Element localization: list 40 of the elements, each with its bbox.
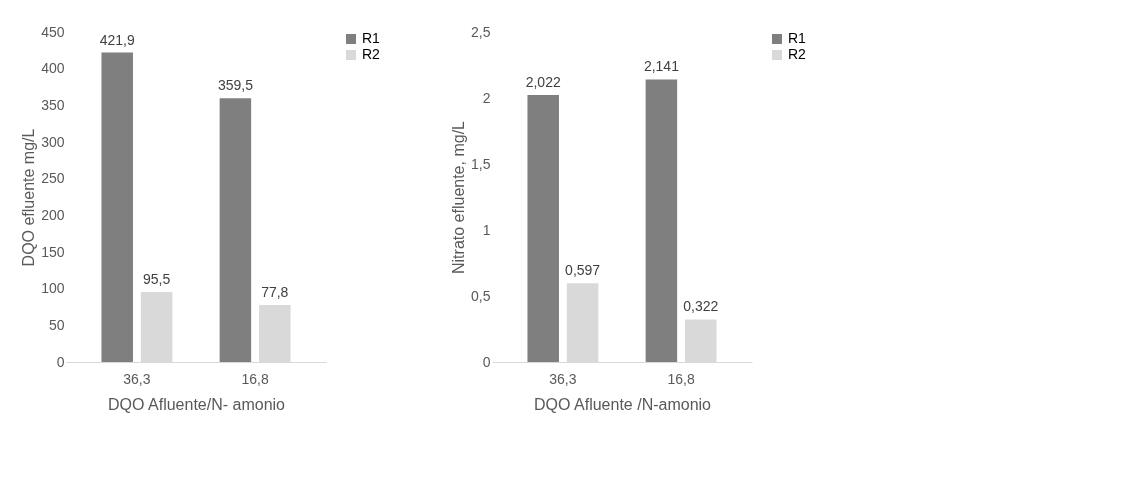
y-tick-label: 2 bbox=[482, 89, 491, 106]
y-tick-label: 100 bbox=[41, 280, 65, 297]
bar bbox=[527, 95, 559, 362]
data-label: 359,5 bbox=[217, 77, 254, 94]
data-label: 2,141 bbox=[643, 58, 680, 75]
legend-label: R1 bbox=[362, 30, 381, 46]
bar bbox=[101, 52, 133, 362]
y-tick-label: 150 bbox=[41, 243, 65, 260]
data-label: 77,8 bbox=[261, 283, 289, 300]
y-tick-label: 300 bbox=[41, 133, 65, 150]
data-label: 0,322 bbox=[683, 298, 719, 315]
data-label: 95,5 bbox=[142, 270, 171, 287]
y-axis-title: Nitrato efluente, mg/L bbox=[450, 120, 468, 274]
x-tick-label: 36,3 bbox=[549, 370, 577, 387]
x-tick-label: 16,8 bbox=[241, 370, 269, 387]
y-tick-label: 250 bbox=[41, 170, 65, 187]
data-label: 421,9 bbox=[99, 31, 135, 48]
bar bbox=[645, 79, 678, 362]
x-tick-label: 16,8 bbox=[667, 370, 695, 387]
y-tick-label: 1 bbox=[482, 221, 491, 238]
y-tick-label: 350 bbox=[41, 96, 65, 113]
data-label: 0,597 bbox=[565, 262, 601, 279]
y-tick-label: 0 bbox=[482, 353, 491, 370]
x-axis-title: DQO Afluente /N-amonio bbox=[534, 395, 712, 413]
y-axis-title: DQO efluente mg/L bbox=[20, 128, 38, 267]
bar bbox=[219, 98, 252, 362]
y-tick-label: 0,5 bbox=[471, 287, 491, 304]
y-tick-label: 400 bbox=[41, 60, 65, 77]
data-label: 2,022 bbox=[525, 74, 561, 91]
x-tick-label: 36,3 bbox=[123, 370, 151, 387]
y-tick-label: 2,5 bbox=[471, 23, 491, 40]
legend-label: R2 bbox=[362, 46, 381, 62]
y-tick-label: 50 bbox=[48, 316, 65, 333]
legend-label: R2 bbox=[788, 46, 807, 62]
y-tick-label: 200 bbox=[41, 206, 65, 223]
x-axis-title: DQO Afluente/N- amonio bbox=[108, 395, 286, 413]
y-tick-label: 450 bbox=[41, 23, 65, 40]
legend-label: R1 bbox=[788, 30, 807, 46]
y-tick-label: 0 bbox=[56, 353, 65, 370]
y-tick-label: 1,5 bbox=[471, 155, 491, 172]
